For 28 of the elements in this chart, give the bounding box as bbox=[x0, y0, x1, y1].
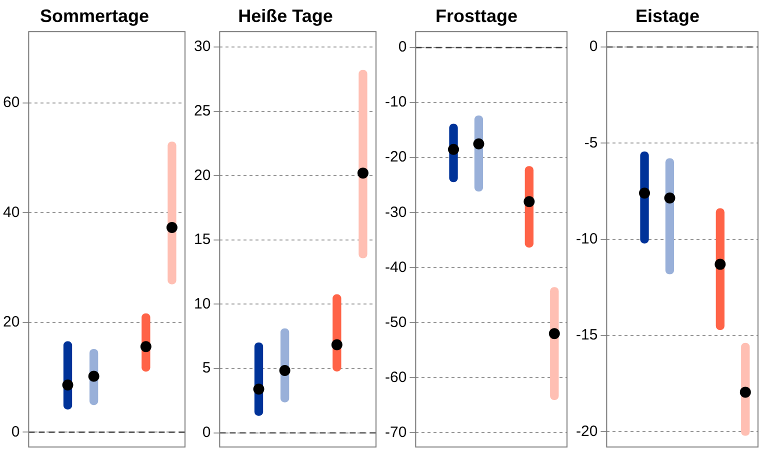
y-tick-label: 20 bbox=[2, 314, 20, 331]
y-tick-label: -40 bbox=[384, 258, 407, 276]
chart-title: Heiße Tage bbox=[238, 6, 333, 26]
y-tick-label: 0 bbox=[202, 424, 211, 441]
y-tick-label: -20 bbox=[576, 422, 598, 440]
y-tick-label: -60 bbox=[384, 368, 407, 386]
y-tick-label: 0 bbox=[398, 38, 407, 56]
y-tick-label: -10 bbox=[576, 230, 598, 248]
chart-title: Sommertage bbox=[40, 6, 150, 26]
y-tick-label: 15 bbox=[194, 231, 211, 248]
y-tick-label: 10 bbox=[194, 295, 211, 312]
y-tick-label: -70 bbox=[384, 424, 407, 441]
y-tick-label: 20 bbox=[194, 166, 211, 184]
y-tick-label: -50 bbox=[384, 314, 407, 331]
chart-title: Eistage bbox=[635, 6, 700, 26]
y-tick-label: 0 bbox=[589, 38, 598, 56]
y-tick-label: 30 bbox=[194, 38, 211, 56]
y-tick-label: 25 bbox=[194, 102, 211, 120]
chart-title: Frosttage bbox=[435, 6, 518, 26]
y-tick-label: 40 bbox=[2, 204, 20, 221]
y-tick-label: -15 bbox=[576, 326, 598, 344]
y-tick-label: -20 bbox=[384, 148, 407, 166]
y-tick-label: -10 bbox=[384, 94, 407, 111]
y-tick-label: 0 bbox=[11, 423, 20, 440]
y-tick-label: 5 bbox=[202, 360, 211, 377]
y-tick-label: -30 bbox=[384, 204, 407, 221]
y-tick-label: 60 bbox=[2, 94, 20, 112]
y-tick-label: -5 bbox=[584, 134, 598, 152]
